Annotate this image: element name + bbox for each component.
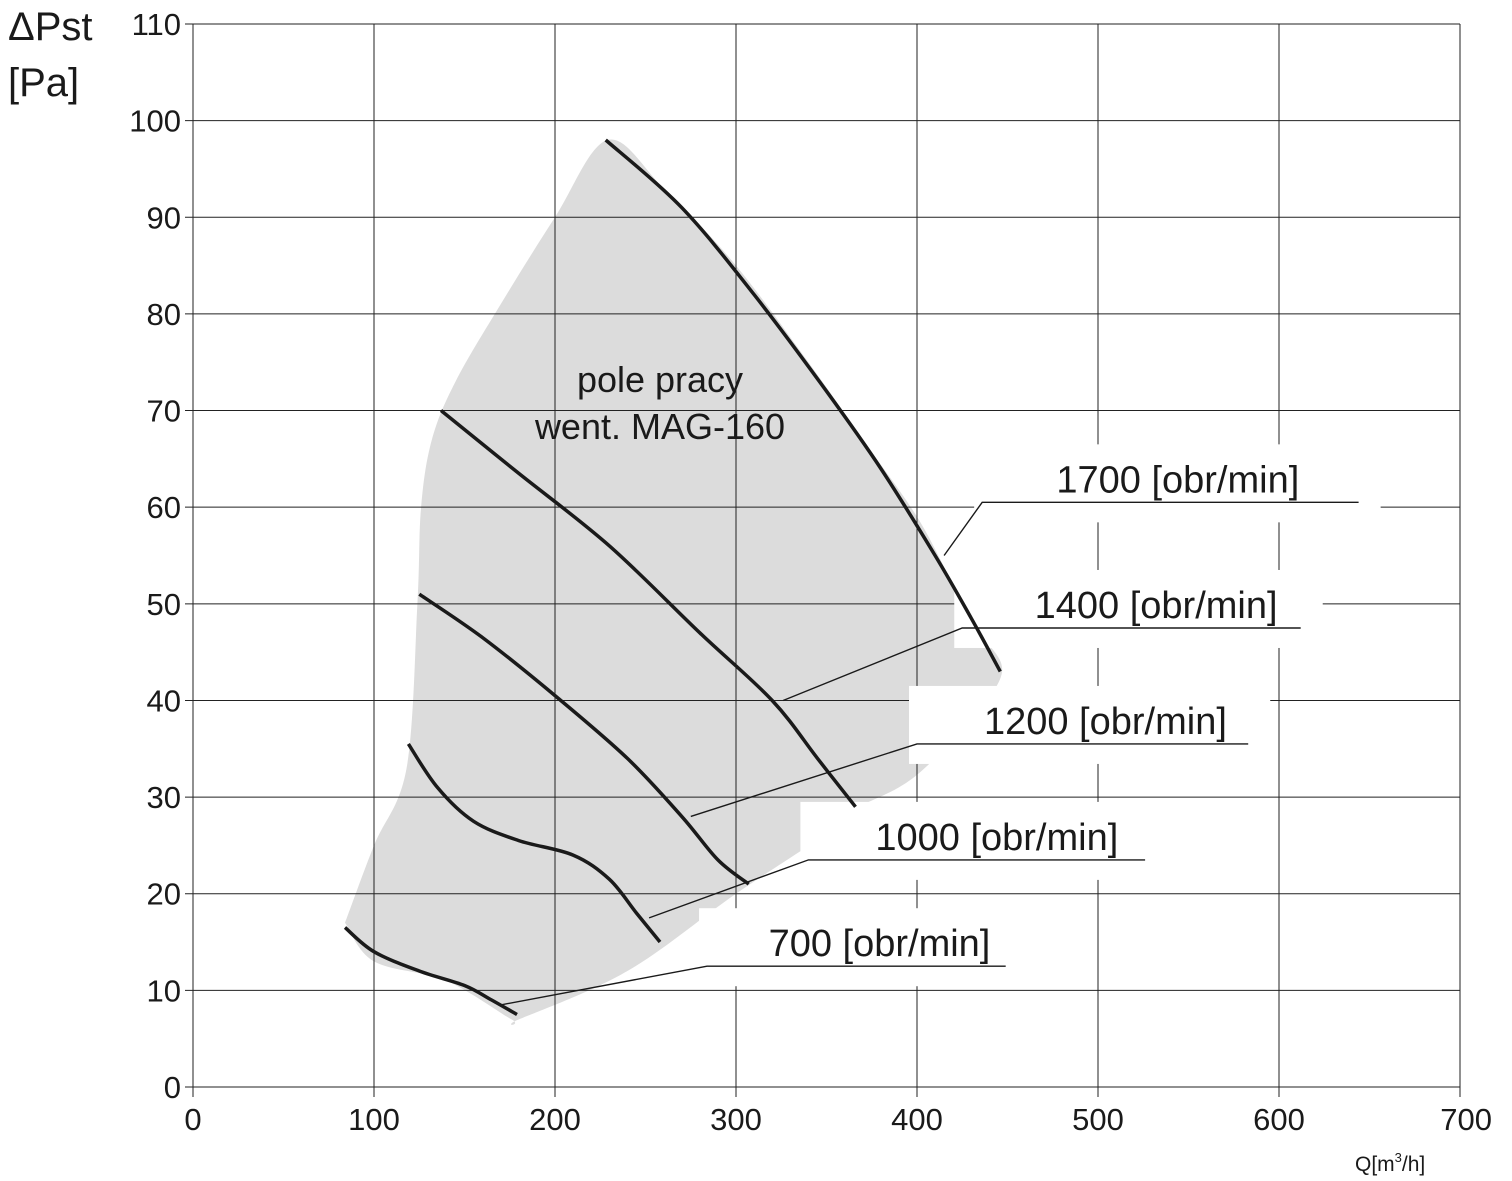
x-tick-labels: 0 100 200 300 400 500 600 700	[184, 1102, 1492, 1137]
curve-label-mask	[954, 569, 1323, 648]
region-label-line2: went. MAG-160	[534, 406, 785, 447]
curve-label: 1700 [obr/min]	[1056, 459, 1299, 501]
x-axis-label-main: Q[m	[1355, 1153, 1395, 1176]
x-tick-label: 200	[529, 1102, 581, 1137]
curve-label: 1400 [obr/min]	[1035, 585, 1278, 627]
y-tick-label: 30	[147, 780, 181, 815]
x-axis-label-sup: 3	[1395, 1150, 1402, 1165]
y-tick-label: 70	[147, 394, 181, 429]
y-tick-label: 60	[147, 490, 181, 525]
y-axis-label-line2: [Pa]	[8, 61, 79, 105]
curve-label: 700 [obr/min]	[769, 923, 991, 965]
curve-leader-lines	[500, 501, 1359, 1006]
curve-label-mask	[974, 444, 1381, 523]
region-label-line1: pole pracy	[577, 359, 743, 400]
y-tick-label: 80	[147, 297, 181, 332]
curve-leader-line	[782, 627, 1301, 702]
curve-label-mask	[699, 908, 1028, 987]
curve-label: 1000 [obr/min]	[875, 817, 1118, 859]
rpm-curve	[418, 592, 750, 886]
x-axis-label: Q[m3/h]	[1355, 1150, 1425, 1176]
x-tick-label: 700	[1440, 1102, 1492, 1137]
curve-leader-line	[943, 501, 1359, 556]
rpm-curves	[343, 138, 1002, 1017]
rpm-curve	[439, 409, 857, 808]
curve-leader-line	[690, 743, 1249, 818]
y-tick-label: 10	[147, 973, 181, 1008]
curve-labels: 1700 [obr/min] 1400 [obr/min] 1200 [obr/mi…	[769, 459, 1300, 965]
x-tick-label: 500	[1072, 1102, 1124, 1137]
y-tick-label: 100	[129, 104, 181, 139]
rpm-curve	[343, 926, 518, 1017]
y-axis-label-line1: ΔPst	[8, 5, 93, 49]
x-tick-label: 400	[891, 1102, 943, 1137]
curve-leader-line	[500, 965, 1006, 1006]
x-tick-label: 0	[184, 1102, 201, 1137]
x-tick-label: 600	[1253, 1102, 1305, 1137]
curve-label-mask	[909, 685, 1271, 764]
y-tick-label: 0	[164, 1070, 181, 1105]
y-tick-labels: 0 10 20 30 40 50 60 70 80 90 100 110	[129, 7, 181, 1105]
x-tick-label: 300	[710, 1102, 762, 1137]
label-masks	[699, 444, 1381, 987]
x-tick-label: 100	[348, 1102, 400, 1137]
rpm-curve	[604, 138, 1002, 673]
curve-leader-line	[648, 859, 1146, 919]
x-axis-label-end: /h]	[1402, 1153, 1425, 1176]
y-tick-label: 110	[132, 7, 181, 42]
y-tick-label: 40	[147, 683, 181, 718]
y-tick-label: 90	[147, 200, 181, 235]
rpm-curve	[406, 742, 662, 944]
y-tick-label: 20	[147, 877, 181, 912]
curve-label: 1200 [obr/min]	[984, 701, 1227, 743]
y-tick-label: 50	[147, 587, 181, 622]
grid-lines	[185, 23, 1461, 1097]
curve-label-mask	[800, 801, 1168, 880]
